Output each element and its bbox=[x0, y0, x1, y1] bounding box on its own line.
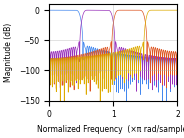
X-axis label: Normalized Frequency  (×π rad/sample): Normalized Frequency (×π rad/sample) bbox=[37, 125, 184, 134]
Y-axis label: Magnitude (dB): Magnitude (dB) bbox=[4, 23, 13, 82]
